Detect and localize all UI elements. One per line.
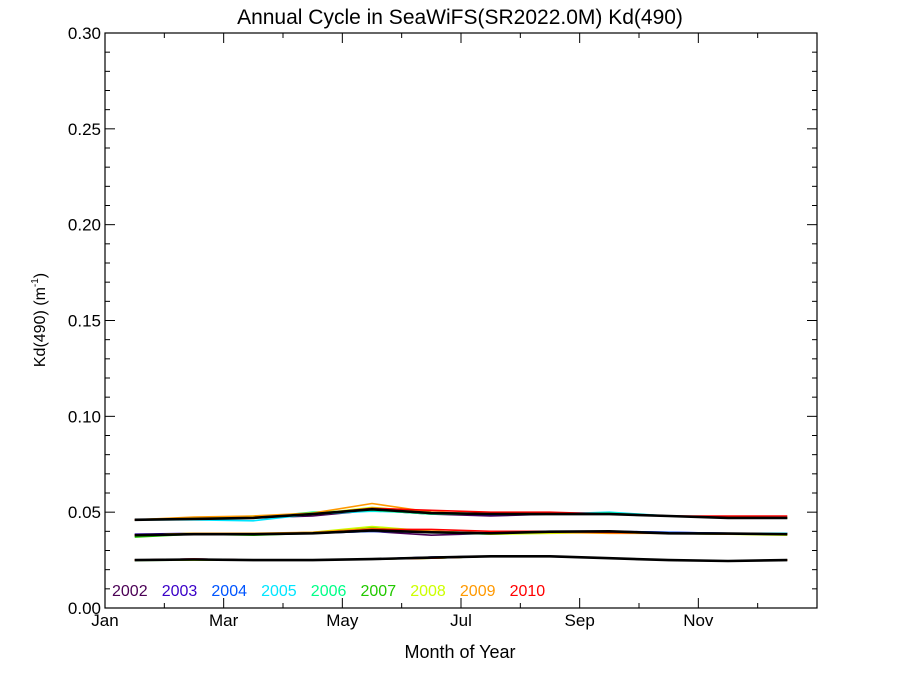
x-tick-label: Jan bbox=[91, 611, 118, 630]
plot-frame bbox=[104, 32, 818, 609]
legend-item-2005: 2005 bbox=[261, 583, 297, 600]
legend: 2002 2003 2004 2005 2006 2007 2008 2009 2010 bbox=[112, 583, 545, 600]
climatology-line-lower bbox=[134, 554, 788, 563]
y-axis: 0.00 0.05 0.10 0.15 0.20 0.25 0.30 bbox=[68, 24, 817, 618]
plot-area bbox=[104, 32, 818, 609]
legend-item-2007: 2007 bbox=[361, 583, 397, 600]
x-axis: Jan Mar May Jul Sep Nov bbox=[91, 33, 759, 630]
y-axis-label-close: ) bbox=[32, 273, 49, 278]
legend-item-2003: 2003 bbox=[162, 583, 198, 600]
series-lines bbox=[134, 502, 788, 563]
legend-item-2010: 2010 bbox=[510, 583, 546, 600]
legend-item-2006: 2006 bbox=[311, 583, 347, 600]
y-tick-label: 0.10 bbox=[68, 407, 101, 426]
x-tick-label: Nov bbox=[683, 611, 714, 630]
y-tick-label: 0.15 bbox=[68, 312, 101, 331]
legend-item-2002: 2002 bbox=[112, 583, 148, 600]
climatology-line-upper bbox=[134, 507, 788, 522]
chart-title: Annual Cycle in SeaWiFS(SR2022.0M) Kd(49… bbox=[237, 6, 683, 29]
y-tick-label: 0.25 bbox=[68, 120, 101, 139]
y-axis-label: Kd(490) (m-1) bbox=[30, 273, 49, 367]
legend-item-2004: 2004 bbox=[211, 583, 247, 600]
legend-item-2009: 2009 bbox=[460, 583, 496, 600]
x-axis-label: Month of Year bbox=[404, 642, 515, 662]
x-tick-label: Mar bbox=[209, 611, 239, 630]
y-tick-label: 0.05 bbox=[68, 503, 101, 522]
y-tick-label: 0.30 bbox=[68, 24, 101, 43]
x-tick-label: Sep bbox=[565, 611, 595, 630]
legend-item-2008: 2008 bbox=[410, 583, 446, 600]
y-axis-label-sup: -1 bbox=[30, 278, 41, 287]
y-tick-label: 0.00 bbox=[68, 599, 101, 618]
y-axis-label-main: Kd(490) (m bbox=[32, 287, 49, 367]
y-tick-label: 0.20 bbox=[68, 216, 101, 235]
climatology-line-middle bbox=[134, 529, 788, 537]
x-tick-label: May bbox=[326, 611, 359, 630]
x-tick-label: Jul bbox=[450, 611, 472, 630]
